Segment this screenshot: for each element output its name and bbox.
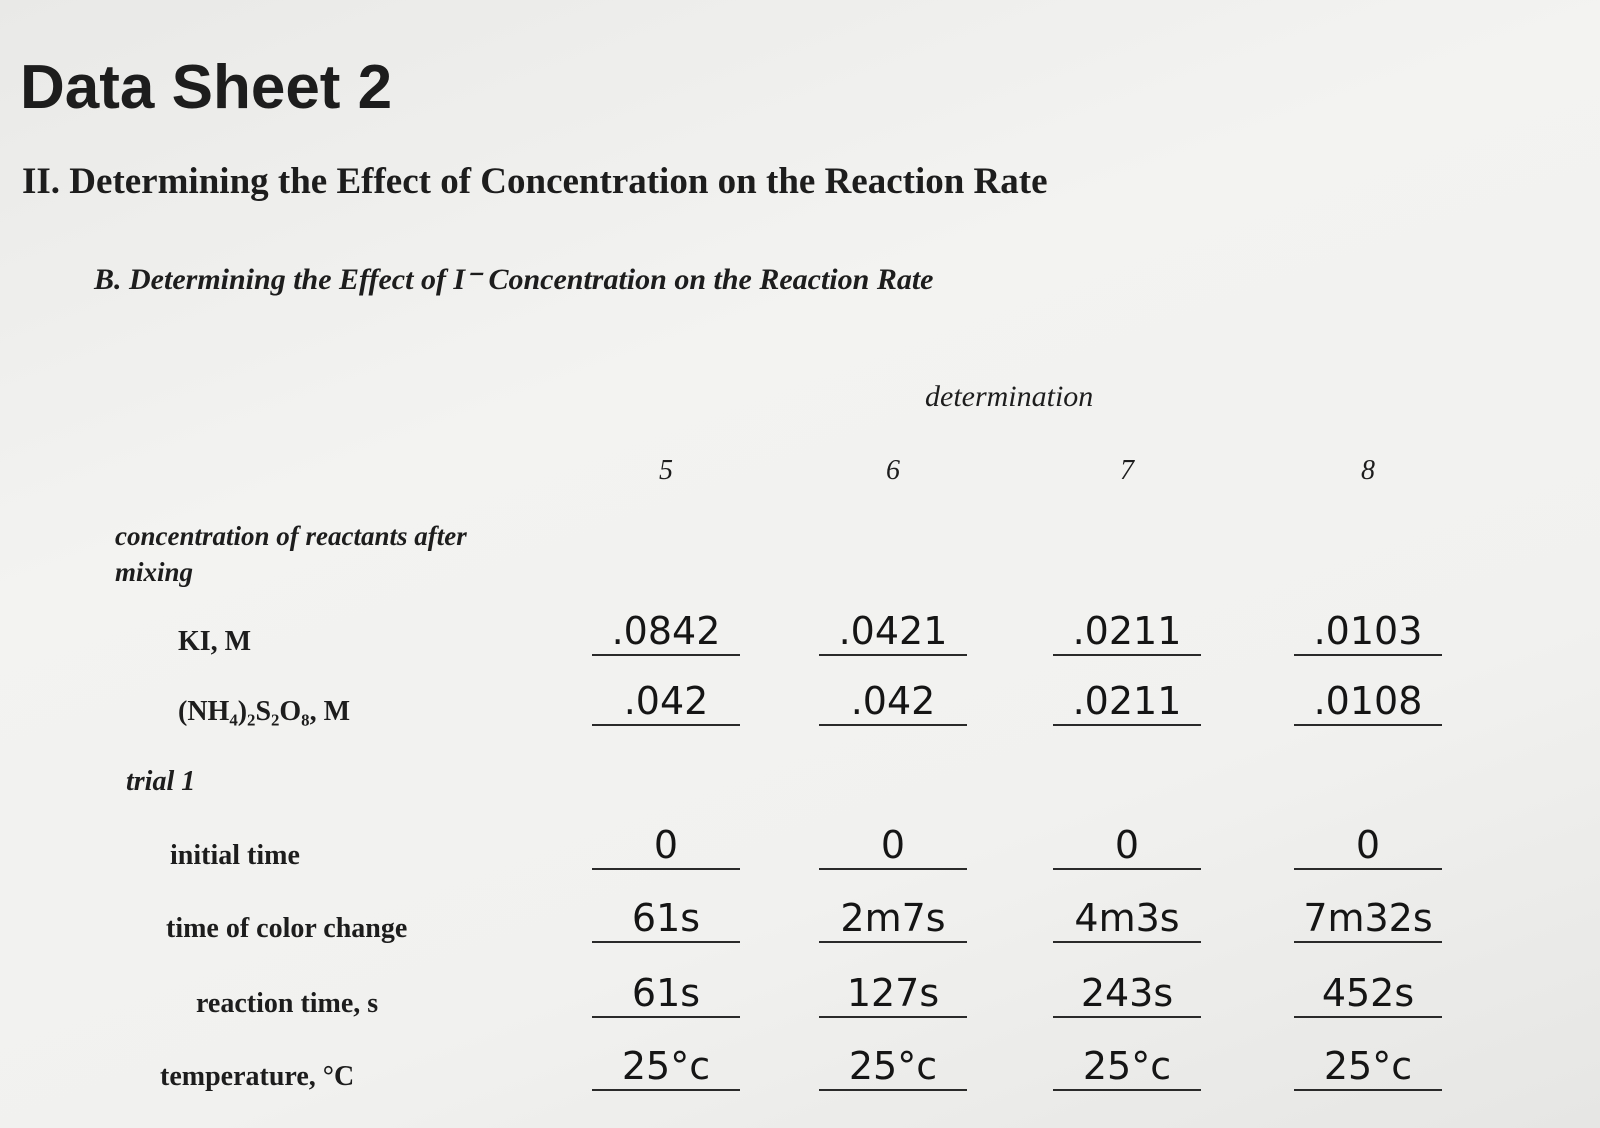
row-label: (NH₄)₂S₂O₈, M: [178, 696, 351, 727]
handwritten-entry: 61s: [592, 970, 740, 1018]
handwritten-entry: 2m7s: [819, 895, 967, 943]
row-label: initial time: [170, 840, 300, 871]
handwritten-entry: 452s: [1294, 970, 1442, 1018]
handwritten-entry: 4m3s: [1053, 895, 1201, 943]
column-header: 6: [886, 455, 900, 486]
handwritten-entry: 0: [1053, 822, 1201, 870]
column-header: 8: [1361, 455, 1375, 486]
group-header: determination: [925, 380, 1094, 413]
handwritten-entry: 0: [1294, 822, 1442, 870]
handwritten-entry: .042: [819, 678, 967, 726]
row-label: temperature, °C: [160, 1061, 355, 1092]
handwritten-entry: 25°c: [592, 1043, 740, 1091]
handwritten-entry: .0108: [1294, 678, 1442, 726]
handwritten-entry: 25°c: [1294, 1043, 1442, 1091]
row-label: time of color change: [166, 913, 408, 944]
handwritten-entry: .0211: [1053, 678, 1201, 726]
handwritten-entry: 0: [819, 822, 967, 870]
subsection-heading: B. Determining the Effect of I⁻ Concentr…: [94, 263, 934, 296]
handwritten-entry: .042: [592, 678, 740, 726]
handwritten-entry: .0842: [592, 608, 740, 656]
handwritten-entry: 61s: [592, 895, 740, 943]
handwritten-entry: .0421: [819, 608, 967, 656]
handwritten-entry: 25°c: [1053, 1043, 1201, 1091]
title: Data Sheet 2: [20, 53, 393, 122]
handwritten-entry: 0: [592, 822, 740, 870]
column-header: 7: [1120, 455, 1134, 486]
handwritten-entry: 243s: [1053, 970, 1201, 1018]
section-heading: II. Determining the Effect of Concentrat…: [22, 161, 1048, 202]
trial-label: trial 1: [126, 766, 196, 797]
row-label: reaction time, s: [196, 988, 379, 1019]
column-header: 5: [659, 455, 673, 486]
handwritten-entry: 7m32s: [1294, 895, 1442, 943]
handwritten-entry: 25°c: [819, 1043, 967, 1091]
row-label: KI, M: [178, 626, 252, 657]
section-label: concentration of reactants after mixing: [115, 521, 467, 587]
handwritten-entry: 127s: [819, 970, 967, 1018]
handwritten-entry: .0211: [1053, 608, 1201, 656]
handwritten-entry: .0103: [1294, 608, 1442, 656]
